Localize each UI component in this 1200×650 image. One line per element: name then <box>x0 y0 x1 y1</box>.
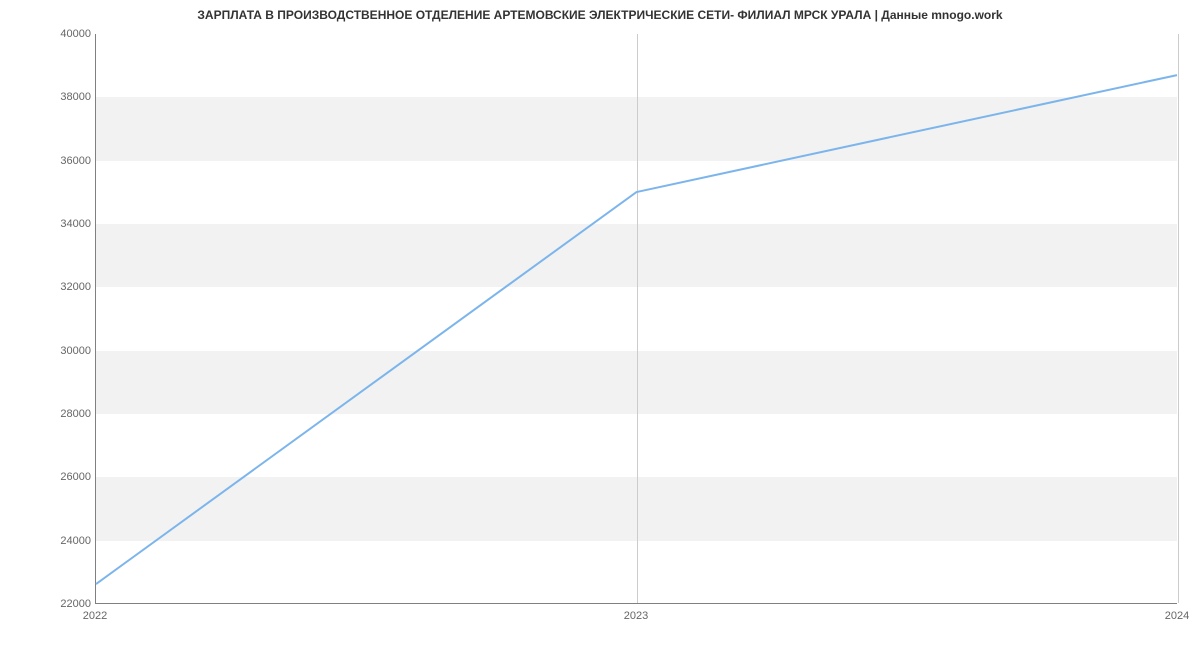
line-series-layer <box>96 34 1177 603</box>
y-axis-tick-label: 34000 <box>55 218 91 230</box>
y-axis-tick-label: 30000 <box>55 345 91 357</box>
x-axis-tick-label: 2023 <box>624 610 648 622</box>
y-axis-tick-label: 24000 <box>55 535 91 547</box>
x-axis-tick-label: 2022 <box>83 610 107 622</box>
x-axis-tick-label: 2024 <box>1165 610 1189 622</box>
y-axis-tick-label: 26000 <box>55 471 91 483</box>
y-axis-tick-label: 28000 <box>55 408 91 420</box>
line-series <box>96 75 1177 584</box>
y-axis-tick-label: 36000 <box>55 155 91 167</box>
y-axis-tick-label: 32000 <box>55 281 91 293</box>
y-axis-tick-label: 22000 <box>55 598 91 610</box>
chart-title: ЗАРПЛАТА В ПРОИЗВОДСТВЕННОЕ ОТДЕЛЕНИЕ АР… <box>0 8 1200 22</box>
salary-line-chart: ЗАРПЛАТА В ПРОИЗВОДСТВЕННОЕ ОТДЕЛЕНИЕ АР… <box>0 0 1200 650</box>
x-gridline <box>1178 34 1179 603</box>
y-axis-tick-label: 40000 <box>55 28 91 40</box>
plot-area <box>95 34 1177 604</box>
y-axis-tick-label: 38000 <box>55 91 91 103</box>
